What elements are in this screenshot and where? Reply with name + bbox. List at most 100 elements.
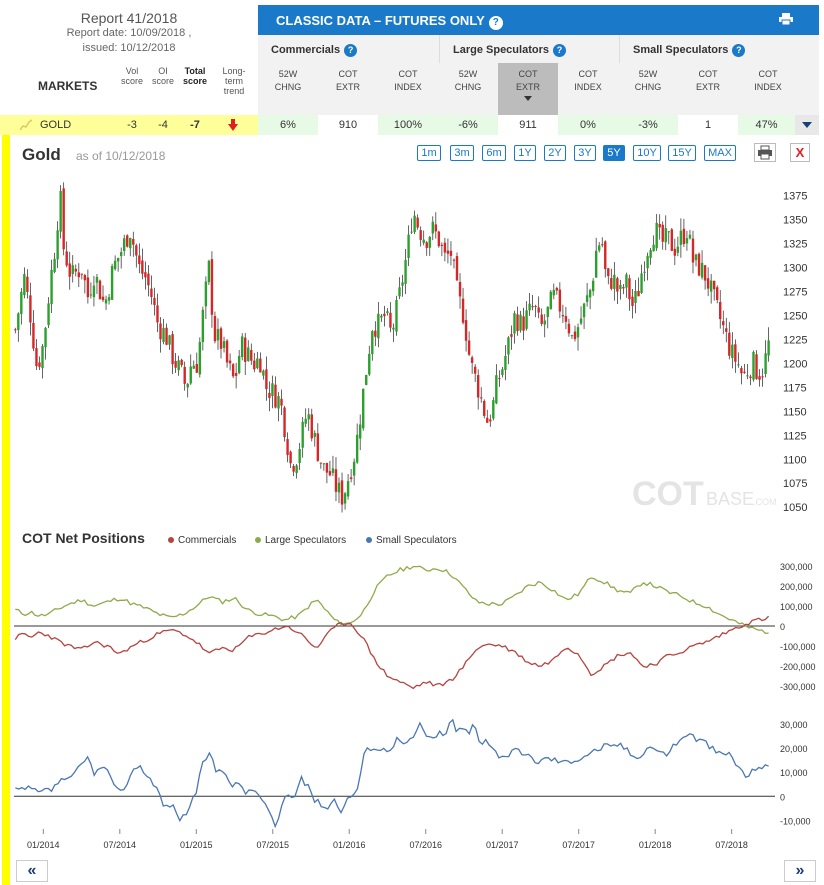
price-y-tick-label: 1325: [783, 239, 807, 251]
range-max-button[interactable]: MAX: [704, 145, 736, 161]
candle-body: [35, 348, 38, 367]
candle-body: [507, 337, 510, 355]
candle-body: [634, 290, 637, 303]
candle-body: [32, 322, 35, 349]
candle-body: [259, 358, 262, 373]
candle-body: [576, 327, 580, 338]
col-cot-extr-large[interactable]: COT EXTR: [498, 63, 558, 115]
candle-body: [431, 221, 434, 234]
market-name[interactable]: GOLD: [40, 119, 72, 131]
comm-cot-extr: 910: [318, 115, 378, 135]
candle-body: [147, 273, 150, 286]
cot-y-tick-label: 300,000: [780, 562, 813, 572]
help-icon[interactable]: ?: [732, 44, 746, 57]
total-score-header[interactable]: Total score: [182, 66, 208, 86]
candle-body: [734, 344, 737, 362]
candle-body: [631, 296, 634, 306]
candle-body: [141, 260, 144, 274]
candle-body: [216, 328, 220, 341]
candle-body: [116, 257, 120, 262]
candle-body: [262, 370, 265, 376]
oi-score-header[interactable]: OI score: [151, 66, 174, 86]
table-row[interactable]: GOLD -3 -4 -7 6% 910 100% -6% 911 0% -3%…: [0, 115, 819, 135]
range-1m-button[interactable]: 1m: [417, 145, 441, 161]
candle-body: [168, 335, 171, 345]
candle-body: [313, 432, 317, 437]
candle-body: [80, 273, 84, 275]
candle-body: [712, 280, 716, 290]
candle-body: [237, 355, 241, 374]
candle-body: [740, 368, 743, 374]
col-52w-chng-large[interactable]: 52W CHNG: [454, 69, 482, 92]
candle-body: [703, 265, 707, 281]
long-term-trend-header[interactable]: Long-term trend: [222, 66, 246, 96]
large-cot-index: 0%: [558, 115, 618, 135]
candle-body: [670, 229, 674, 251]
candle-body: [65, 251, 68, 266]
candle-body: [156, 305, 159, 323]
candle-body: [83, 275, 87, 281]
candle-body: [597, 245, 601, 251]
candle-body: [422, 239, 425, 243]
small-speculators-chart: -10,000 0 10,000 20,000 30,000: [14, 718, 811, 829]
legend-large-speculators[interactable]: Large Speculators: [255, 535, 346, 546]
candle-body: [728, 332, 731, 356]
col-cot-index-commercials[interactable]: COT INDEX: [394, 69, 422, 92]
large-52w-chng: -6%: [438, 115, 498, 135]
candle-body: [159, 323, 162, 340]
col-52w-chng-commercials[interactable]: 52W CHNG: [274, 69, 302, 92]
candle-body: [467, 340, 471, 355]
candle-body: [180, 359, 183, 366]
help-icon[interactable]: ?: [552, 44, 566, 57]
expand-row-button[interactable]: [795, 115, 819, 135]
candle-body: [679, 230, 683, 245]
candle-body: [570, 335, 574, 337]
candle-body: [410, 231, 413, 233]
candle-body: [594, 250, 598, 278]
group-commercials: Commercials?: [258, 35, 439, 63]
help-icon[interactable]: ?: [344, 44, 358, 57]
col-cot-index-large[interactable]: COT INDEX: [574, 69, 602, 92]
help-icon[interactable]: ?: [488, 16, 503, 30]
candle-body: [304, 418, 307, 424]
candle-body: [476, 375, 480, 398]
candle-body: [446, 250, 450, 254]
chart-as-of: as of 10/12/2018: [76, 149, 166, 163]
range-6m-button[interactable]: 6m: [482, 145, 506, 161]
candle-body: [268, 392, 271, 398]
printer-icon[interactable]: [779, 13, 793, 25]
candle-body: [585, 295, 589, 302]
candle-body: [247, 347, 250, 362]
candle-body: [492, 400, 495, 419]
candle-body: [283, 407, 286, 438]
vol-score-header[interactable]: Vol score: [120, 66, 143, 86]
candle-body: [89, 294, 93, 296]
x-tick-label: 01/2014: [27, 840, 60, 850]
col-cot-extr-small[interactable]: COT EXTR: [695, 69, 720, 92]
range-3y-button[interactable]: 3Y: [574, 145, 596, 161]
col-cot-extr-commercials[interactable]: COT EXTR: [335, 69, 360, 92]
legend-small-speculators[interactable]: Small Speculators: [366, 535, 457, 546]
range-10y-button[interactable]: 10Y: [633, 145, 661, 161]
legend-commercials[interactable]: Commercials: [168, 535, 236, 546]
close-chart-button[interactable]: X: [790, 143, 810, 162]
candle-body: [389, 312, 392, 328]
candle-body: [761, 376, 764, 378]
range-5y-button[interactable]: 5Y: [603, 145, 625, 161]
next-market-button[interactable]: »: [784, 860, 816, 882]
group-headers: Commercials? Large Speculators? Small Sp…: [258, 35, 819, 115]
candle-body: [622, 287, 625, 289]
range-1y-button[interactable]: 1Y: [514, 145, 536, 161]
prev-market-button[interactable]: «: [16, 860, 48, 882]
print-chart-button[interactable]: [754, 143, 776, 162]
candle-body: [198, 341, 202, 375]
candle-body: [222, 341, 226, 348]
col-52w-chng-small[interactable]: 52W CHNG: [634, 69, 662, 92]
small-y-tick-label: 30,000: [780, 720, 808, 730]
range-15y-button[interactable]: 15Y: [668, 145, 696, 161]
candle-body: [682, 228, 686, 245]
col-cot-index-small[interactable]: COT INDEX: [754, 69, 782, 92]
range-2y-button[interactable]: 2Y: [544, 145, 566, 161]
range-3m-button[interactable]: 3m: [450, 145, 474, 161]
candle-body: [719, 301, 722, 320]
